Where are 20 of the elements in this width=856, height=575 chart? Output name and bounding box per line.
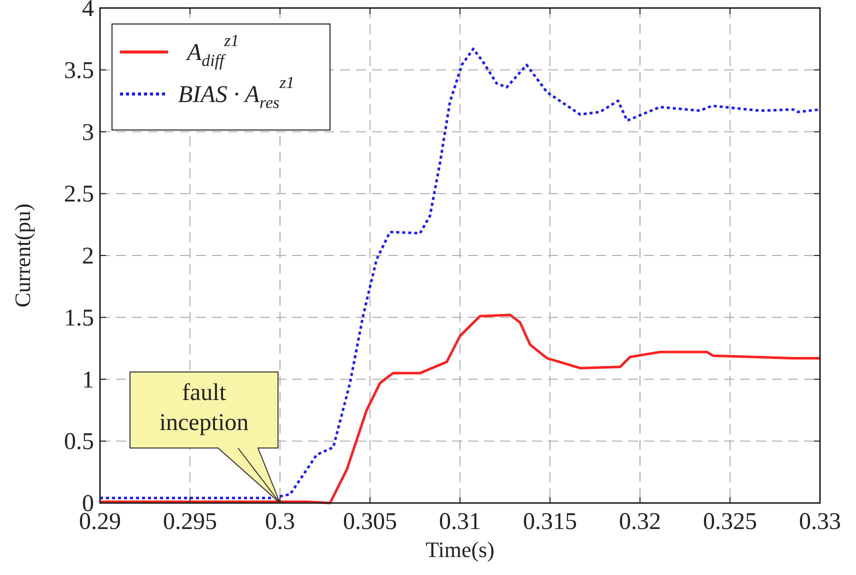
y-tick-label: 1.5 <box>64 305 94 332</box>
x-tick-label: 0.32 <box>619 509 661 535</box>
y-tick-label: 4 <box>82 0 94 22</box>
y-tick-label: 2 <box>82 244 94 270</box>
x-tick-label: 0.33 <box>799 509 841 535</box>
x-tick-label: 0.315 <box>523 509 577 535</box>
x-tick-label: 0.325 <box>703 509 757 535</box>
y-tick-label: 2.5 <box>64 182 94 208</box>
y-tick-label: 0.5 <box>64 429 94 456</box>
line-series <box>98 314 822 504</box>
y-tick-label: 3.5 <box>64 58 94 84</box>
x-axis-title: Time(s) <box>426 537 494 562</box>
x-tick-label: 0.3 <box>265 509 295 535</box>
y-axis-title: Current(pu) <box>10 204 35 308</box>
x-tick-label: 0.305 <box>343 509 397 535</box>
y-tick-label: 3 <box>82 120 94 146</box>
x-tick-label: 0.295 <box>163 509 217 535</box>
x-tick-label: 0.31 <box>439 509 481 535</box>
y-tick-label: 1 <box>82 367 94 394</box>
annotation: fault inception <box>159 380 249 436</box>
